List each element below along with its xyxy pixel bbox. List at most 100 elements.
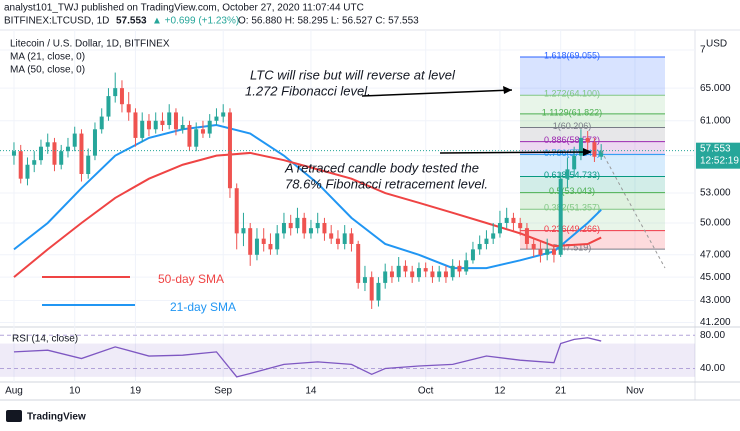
candle-body (160, 120, 165, 126)
fib-label: 0.382(51.357) (544, 203, 600, 213)
x-tick-label: Nov (626, 386, 644, 397)
x-tick-label: 10 (69, 386, 81, 397)
brand: TradingView (27, 412, 86, 423)
plot: 41.20043.00045.00047.00050.00053.00057.0… (0, 30, 740, 397)
candle-body (410, 271, 415, 278)
candle-body (248, 228, 253, 255)
candle-body (450, 265, 455, 278)
candle-body (200, 129, 205, 134)
candle-body (268, 243, 273, 250)
rsi-line (13, 337, 602, 378)
price-tag (696, 142, 740, 169)
candle-body (369, 277, 374, 301)
candle-body (518, 222, 523, 229)
candle-body (99, 116, 104, 130)
y-tick-label: 43.000 (700, 295, 731, 306)
fib-label: 0(47.519) (553, 243, 592, 253)
countdown: 12:52:19 (700, 155, 739, 166)
candle-body (524, 228, 529, 244)
price-tag-label: 57.553 (700, 143, 731, 154)
candle-body (396, 265, 401, 278)
last: 57.553 (116, 16, 147, 27)
x-tick-label: 12 (494, 386, 506, 397)
candle-body (119, 88, 124, 105)
x-tick-label: Sep (214, 386, 232, 397)
candle-body (72, 133, 77, 147)
fib-band (520, 192, 665, 210)
candle-body (389, 271, 394, 278)
candle-body (187, 125, 192, 147)
candle-body (281, 222, 286, 234)
candle-body (578, 137, 583, 156)
candle-body (59, 151, 64, 165)
candle-body (18, 151, 23, 179)
y-tick-label: 61.000 (700, 115, 731, 126)
candle-body (558, 178, 563, 255)
tv-logo (6, 410, 22, 422)
candle-body (349, 233, 354, 244)
ma-label: MA (50, close, 0) (10, 65, 85, 76)
candle-body (261, 238, 266, 244)
candle-body (504, 217, 509, 223)
candle-body (322, 222, 327, 234)
candle-body (79, 133, 84, 175)
candle-body (329, 233, 334, 239)
fib-band (520, 95, 665, 114)
y-tick-label: 50.000 (700, 218, 731, 229)
ma-label: MA (21, close, 0) (10, 52, 85, 63)
candle-body (106, 96, 111, 117)
ohlc: O: 56.880 H: 58.295 L: 56.527 C: 57.553 (238, 16, 419, 27)
candle-body (585, 137, 590, 143)
candle-body (194, 129, 199, 147)
candle-body (464, 260, 469, 272)
candle-body (254, 238, 259, 255)
y-tick-label: 7 (700, 45, 706, 56)
candle-body (551, 249, 556, 255)
candle-body (443, 271, 448, 278)
candle-body (86, 155, 91, 175)
candle-body (275, 233, 280, 250)
candle-body (376, 282, 381, 301)
candle-body (153, 120, 158, 130)
candle-body (565, 169, 570, 179)
candle-body (430, 271, 435, 278)
candle-body (491, 233, 496, 239)
annotation: LTC will rise but will reverse at level (250, 67, 456, 82)
candle-body (146, 120, 151, 130)
candle-body (470, 249, 475, 261)
currency: USD (706, 39, 727, 50)
candle-body (126, 104, 131, 113)
candle-body (25, 164, 30, 179)
x-tick-label: 21 (555, 386, 567, 397)
candle-body (308, 228, 313, 234)
candle-body (227, 112, 232, 189)
candle-body (545, 249, 550, 255)
y-tick-label: 47.000 (700, 249, 731, 260)
candle-body (207, 120, 212, 134)
fib-band (520, 57, 665, 96)
candle-body (531, 243, 536, 250)
x-tick-label: 19 (130, 386, 142, 397)
candle-body (538, 249, 543, 255)
projection (600, 150, 666, 269)
candle-body (288, 222, 293, 229)
candle-body (484, 238, 489, 244)
candle-body (437, 271, 442, 278)
y-tick-label: 65.000 (700, 83, 731, 94)
fib-band (520, 176, 665, 193)
x-tick-label: Aug (5, 386, 23, 397)
candle-body (92, 129, 97, 156)
fib-label: 1.618(69.055) (544, 50, 600, 60)
candle-body (173, 112, 178, 130)
candle-body (416, 268, 421, 278)
candle-body (45, 142, 50, 147)
legend-label: 50-day SMA (158, 272, 224, 286)
candle-body (457, 265, 462, 272)
annotation: 78.6% Fibonacci retracement level. (285, 176, 488, 191)
symbol: BITFINEX:LTCUSD, 1D (4, 16, 109, 27)
candle-body (335, 238, 340, 244)
y-tick-label: 45.000 (700, 272, 731, 283)
fib-band (520, 127, 665, 142)
change: ▲ +0.699 (+1.23%) (152, 16, 239, 27)
